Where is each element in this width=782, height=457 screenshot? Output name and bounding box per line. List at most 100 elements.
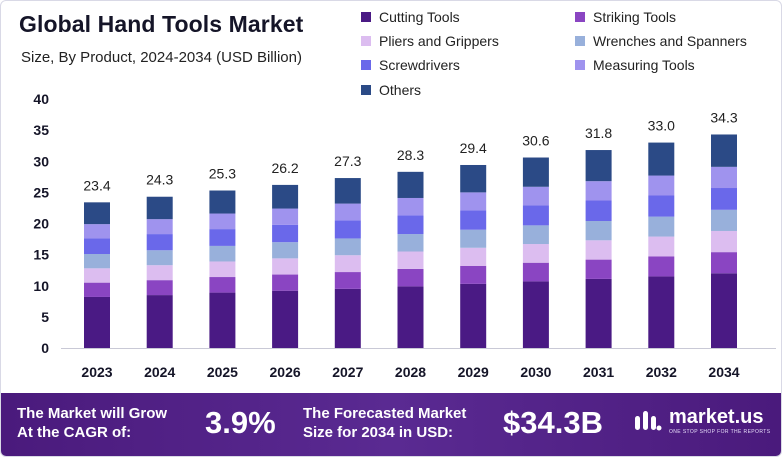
bar-segment: [711, 209, 737, 231]
bar-segment: [146, 196, 173, 220]
bar-segment: [84, 282, 110, 297]
y-tick-label: 15: [33, 247, 49, 263]
bar-segment: [84, 268, 110, 283]
legend-swatch: [361, 12, 371, 22]
bar-total-label: 29.4: [460, 140, 487, 156]
brand-name: market.us: [669, 406, 764, 428]
y-tick-label: 30: [33, 153, 49, 169]
brand-logo[interactable]: market.us ONE STOP SHOP FOR THE REPORTS: [633, 407, 770, 435]
bar-segment: [209, 190, 236, 214]
bar-segment: [648, 256, 675, 277]
legend-item-others: Others: [361, 82, 421, 98]
cagr-label-line1: The Market will Grow: [17, 405, 168, 422]
bar-segment: [711, 273, 737, 348]
bar-segment: [334, 203, 361, 221]
bar-segment: [209, 229, 236, 246]
bar-segment: [460, 265, 487, 284]
bar-total-label: 25.3: [209, 166, 236, 182]
bar-segment: [522, 244, 549, 263]
bar-segment: [397, 215, 424, 235]
bar-total-label: 23.4: [83, 177, 110, 193]
bar-segment: [460, 247, 487, 266]
bar-segment: [585, 150, 612, 182]
market-us-logo-icon: [635, 411, 662, 431]
bar-segment: [209, 213, 236, 230]
legend-item-measuring-tools: Measuring Tools: [575, 57, 695, 73]
bar-segment: [460, 210, 487, 230]
bar-segment: [146, 234, 173, 251]
y-tick-label: 0: [41, 340, 49, 356]
bar-segment: [460, 164, 487, 193]
bar-segment: [522, 186, 549, 206]
bar-segment: [585, 278, 612, 348]
bar-segment: [585, 240, 612, 260]
bar-segment: [397, 251, 424, 269]
bar-segment: [334, 272, 361, 289]
bar-segment: [648, 195, 675, 217]
legend-label: Wrenches and Spanners: [593, 33, 747, 49]
legend-label: Pliers and Grippers: [379, 33, 499, 49]
bar-segment: [522, 262, 549, 282]
bar-segment: [648, 142, 675, 176]
bar-segment: [146, 219, 173, 235]
x-tick-label: 2029: [458, 364, 489, 380]
bar-total-label: 26.2: [271, 160, 298, 176]
legend-swatch: [575, 36, 585, 46]
bar-segment: [272, 290, 299, 348]
legend-item-wrenches-and-spanners: Wrenches and Spanners: [575, 33, 747, 49]
legend-item-striking-tools: Striking Tools: [575, 9, 676, 25]
bar-segment: [648, 276, 675, 348]
legend-item-pliers-and-grippers: Pliers and Grippers: [361, 33, 499, 49]
legend-label: Striking Tools: [593, 9, 677, 25]
bar-segment: [209, 261, 236, 278]
bar-segment: [585, 181, 612, 201]
bar-segment: [209, 292, 236, 348]
bar-segment: [522, 157, 549, 187]
legend-item-screwdrivers: Screwdrivers: [361, 57, 460, 73]
bar-segment: [272, 274, 299, 291]
x-tick-label: 2024: [144, 364, 175, 380]
forecast-value: $34.3B: [503, 405, 603, 440]
forecast-label-line1: The Forecasted Market: [303, 405, 467, 422]
bar-segment: [460, 229, 487, 248]
bar-segment: [84, 296, 110, 348]
bar-segment: [711, 134, 737, 167]
bar-segment: [648, 216, 675, 237]
bar-segment: [272, 224, 299, 243]
bar-segment: [272, 184, 299, 209]
legend-item-cutting-tools: Cutting Tools: [361, 9, 460, 25]
bar-segment: [648, 236, 675, 257]
bar-segment: [334, 220, 361, 239]
bar-segment: [648, 175, 675, 196]
x-tick-label: 2026: [270, 364, 301, 380]
bar-segment: [334, 178, 361, 204]
y-tick-label: 35: [33, 122, 49, 138]
bar-segment: [711, 252, 737, 274]
bar-segment: [522, 281, 549, 348]
stacked-bar-chart: 051015202530354023.4202324.3202425.32025…: [33, 91, 776, 380]
legend-swatch: [575, 60, 585, 70]
bar-segment: [209, 277, 236, 293]
bar-segment: [585, 221, 612, 241]
y-tick-label: 25: [33, 184, 49, 200]
bar-segment: [460, 283, 487, 348]
bar-segment: [84, 254, 110, 269]
legend-label: Others: [379, 82, 422, 98]
bar-segment: [711, 230, 737, 253]
brand-tagline: ONE STOP SHOP FOR THE REPORTS: [669, 429, 771, 435]
legend-swatch: [361, 60, 371, 70]
bar-segment: [84, 202, 110, 225]
bar-segment: [397, 197, 424, 216]
bar-total-label: 34.3: [710, 109, 737, 125]
bar-segment: [146, 295, 173, 348]
y-tick-label: 10: [33, 278, 49, 294]
legend-label: Cutting Tools: [379, 9, 460, 25]
bar-segment: [334, 255, 361, 273]
bar-segment: [272, 258, 299, 275]
bar-segment: [397, 268, 424, 287]
x-tick-label: 2030: [520, 364, 551, 380]
bar-segment: [711, 188, 737, 210]
bar-segment: [84, 238, 110, 255]
bar-segment: [334, 288, 361, 348]
